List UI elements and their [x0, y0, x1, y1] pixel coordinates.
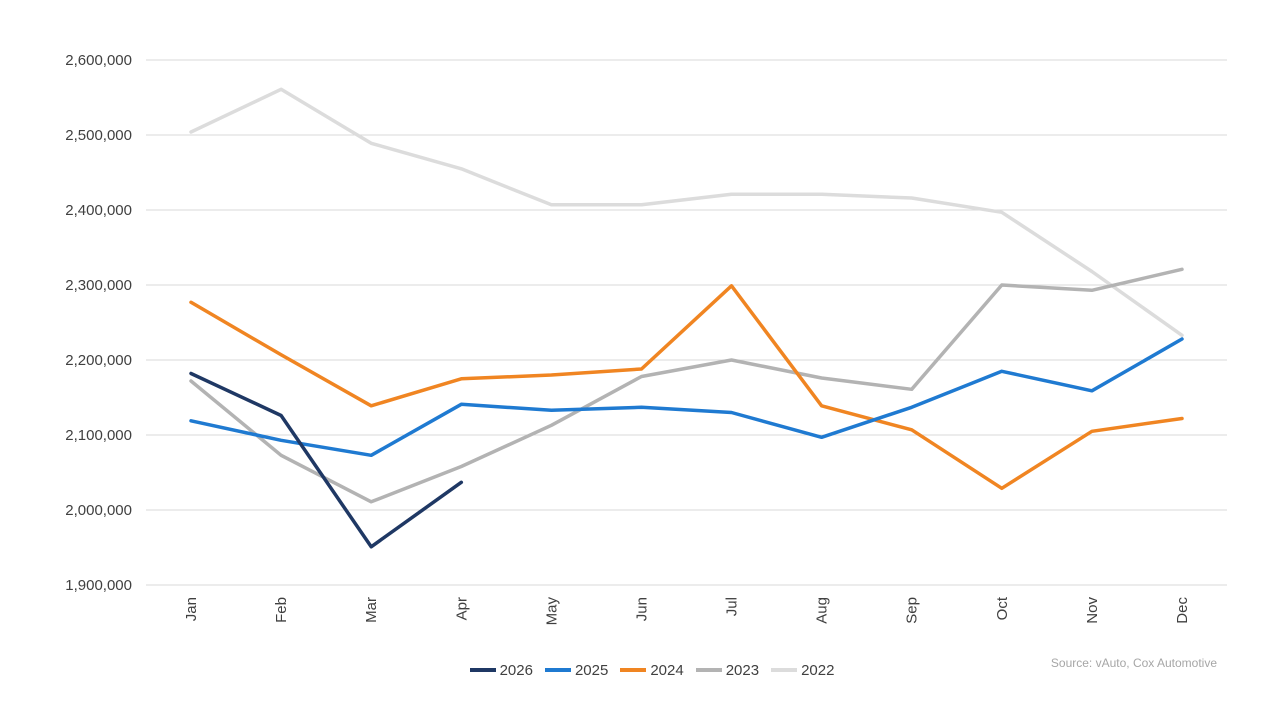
y-tick-label: 2,400,000: [65, 202, 132, 219]
x-tick-label: Sep: [904, 597, 921, 624]
x-tick-label: Jun: [633, 597, 650, 621]
y-tick-label: 2,500,000: [65, 127, 132, 144]
y-axis-tick-labels: 1,900,000 2,000,000 2,100,000 2,200,000 2,30…: [65, 52, 132, 594]
legend-label: 2023: [725, 661, 760, 679]
legend-label: 2026: [499, 661, 533, 679]
series-line-2024: [189, 284, 1184, 491]
legend-label: 2024: [650, 661, 684, 679]
legend-swatch: [620, 668, 647, 672]
series-line-2022: [189, 87, 1184, 338]
legend-swatch: [544, 668, 571, 672]
x-tick-label: Feb: [273, 597, 290, 623]
series-lines: [189, 87, 1184, 549]
legend-swatch: [771, 668, 798, 672]
x-tick-label: Dec: [1174, 597, 1191, 624]
x-tick-label: May: [543, 597, 560, 626]
y-tick-label: 2,600,000: [65, 52, 132, 69]
source-note: Source: vAuto, Cox Automotive: [1050, 656, 1217, 670]
legend-label: 2025: [574, 661, 609, 679]
chart-legend: 2026 2025 2024 2023 2022: [0, 658, 1280, 682]
y-tick-label: 2,200,000: [65, 352, 132, 369]
x-tick-label: Apr: [453, 597, 470, 620]
x-axis-tick-labels: Jan Feb Mar Apr May Jun Jul Aug Sep Oct Nov Dec: [183, 596, 1191, 625]
legend-label: 2022: [801, 661, 835, 679]
x-tick-label: Aug: [814, 597, 831, 624]
legend-item-2022: 2022: [771, 662, 834, 679]
legend-item-2024: 2024: [620, 661, 684, 679]
legend-item-2026: 2026: [469, 661, 533, 679]
series-line-2025: [189, 337, 1184, 458]
x-tick-label: Oct: [994, 596, 1011, 620]
x-tick-label: Jul: [724, 597, 741, 616]
x-tick-label: Nov: [1084, 597, 1101, 624]
gridlines: [146, 59, 1227, 586]
x-tick-label: Jan: [183, 597, 200, 621]
series-line-2026: [189, 371, 464, 549]
x-tick-label: Mar: [363, 597, 380, 623]
series-line-2023: [189, 267, 1184, 504]
y-tick-label: 2,300,000: [65, 277, 132, 294]
y-tick-label: 2,100,000: [65, 427, 132, 444]
legend-item-2025: 2025: [544, 661, 609, 679]
y-tick-label: 2,000,000: [65, 502, 132, 519]
legend-swatch: [469, 668, 496, 672]
y-tick-label: 1,900,000: [65, 577, 132, 594]
legend-item-2023: 2023: [695, 661, 760, 679]
legend-swatch: [695, 668, 722, 672]
